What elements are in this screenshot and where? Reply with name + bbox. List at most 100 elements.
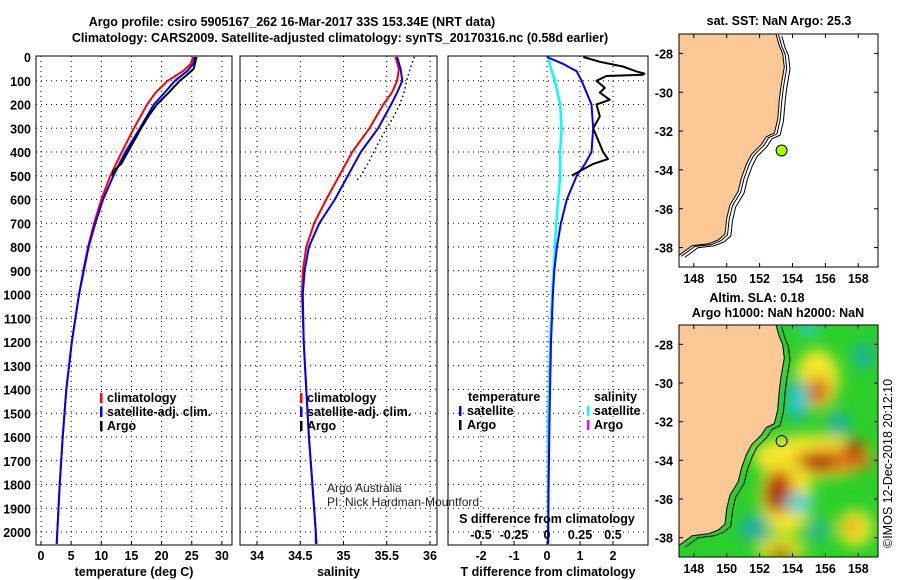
sla-anomaly-blob	[768, 547, 793, 557]
temperature-satellite-diff-line	[546, 56, 595, 544]
legend-swatch	[100, 407, 103, 417]
lat-tick-label: -36	[655, 203, 673, 217]
lon-tick-label: 148	[683, 562, 704, 576]
lon-tick-label: 156	[815, 562, 836, 576]
lat-tick-label: -32	[655, 125, 673, 139]
sla-anomaly-blob	[808, 376, 829, 405]
depth-tick-label: 500	[10, 170, 31, 184]
x-tick-label: -1	[508, 549, 519, 563]
legend-swatch	[300, 393, 303, 403]
land-australia	[679, 34, 785, 260]
map-content	[679, 34, 791, 260]
depth-tick-label: 1100	[4, 312, 31, 326]
depth-tick-label: 1800	[3, 479, 31, 493]
x-axis-label: T difference from climatology	[460, 565, 635, 579]
x-tick-label: 20	[155, 549, 169, 563]
lon-tick-label: 154	[782, 272, 803, 286]
x-tick-label: -2	[475, 549, 486, 563]
argo-temperature-line	[111, 56, 198, 176]
x-axis-label: temperature (deg C)	[75, 565, 194, 579]
x-tick-label: 35	[337, 549, 351, 563]
legend-swatch	[587, 420, 590, 430]
sla-anomaly-blob	[791, 388, 804, 413]
isobath-200m	[681, 34, 788, 257]
depth-tick-label: 1400	[3, 384, 31, 398]
lat-tick-label: -36	[655, 493, 673, 507]
lon-tick-label: 158	[848, 272, 869, 286]
title-line-2: Climatology: CARS2009. Satellite-adjuste…	[72, 31, 608, 45]
x-axis-label: salinity	[317, 565, 360, 579]
title-line-1: Argo profile: csiro 5905167_262 16-Mar-2…	[89, 15, 495, 29]
x-tick-label: 15	[124, 549, 138, 563]
depth-tick-label: 1000	[3, 289, 31, 303]
sla-anomaly-blob	[844, 519, 859, 534]
s-diff-tick-label: 0.25	[568, 528, 592, 542]
lon-tick-label: 148	[683, 272, 704, 286]
lat-tick-label: -28	[655, 338, 673, 352]
s-diff-axis-label: S difference from climatology	[459, 512, 635, 526]
sla-anomaly-blob	[738, 514, 771, 542]
legend-label: Argo	[467, 418, 497, 432]
difference-panel: -2 -1 0 1 2 T difference from climatology S di…	[447, 55, 649, 579]
x-tick-label: 10	[94, 549, 108, 563]
land-australia	[679, 325, 785, 550]
x-tick-label: 36	[423, 549, 437, 563]
lon-tick-label: 150	[716, 562, 737, 576]
x-tick-label: 5	[68, 549, 75, 563]
x-tick-label: 34	[250, 549, 264, 563]
depth-tick-label: 600	[10, 194, 31, 208]
sla-anomaly-blob	[805, 517, 830, 542]
argo-float-marker	[775, 435, 788, 447]
lat-tick-label: -34	[655, 164, 673, 178]
depth-tick-label: 700	[10, 217, 31, 231]
depth-tick-label: 1500	[3, 407, 31, 421]
depth-tick-label: 200	[10, 99, 31, 113]
legend-swatch	[459, 420, 462, 430]
x-tick-label: 34.5	[288, 549, 312, 563]
salinity-satellite-diff-line	[547, 56, 563, 544]
sla-anomaly-blob	[764, 479, 781, 512]
panel-frame	[239, 55, 438, 546]
panel-frame	[447, 55, 649, 546]
depth-tick-label: 2000	[3, 526, 31, 540]
lat-tick-label: -28	[655, 47, 673, 61]
salinity-panel: 34 34.5 35 35.5 36 salinity climatologysatelli…	[239, 55, 479, 579]
depth-tick-label: 1600	[3, 431, 31, 445]
depth-tick-label: 300	[10, 122, 31, 136]
s-diff-tick-label: -0.25	[500, 528, 529, 542]
legend-swatch	[100, 393, 103, 403]
temperature-panel: 0 5 10 15 20 25 30 temperature (deg C) 0 100 200 30…	[3, 51, 233, 579]
temperature-argo-diff-line	[571, 56, 646, 177]
legend-label: satellite-adj. clim.	[107, 405, 211, 419]
legend-label: climatology	[307, 391, 377, 405]
lat-tick-label: -34	[655, 454, 673, 468]
lon-tick-label: 150	[716, 272, 737, 286]
sla-anomaly-blob	[796, 325, 821, 333]
x-tick-label: 0	[38, 549, 45, 563]
legend-swatch	[100, 421, 103, 431]
sla-map: 148 150 152 154 156 158 -28 -30 -32 -34 -36 -38 Alti…	[655, 291, 879, 576]
sst-map-title: sat. SST: NaN Argo: 25.3	[707, 14, 852, 28]
depth-tick-label: 1700	[3, 455, 31, 469]
legend-label: Argo	[107, 419, 137, 433]
satellite-salinity-line	[301, 56, 404, 544]
sla-field	[738, 325, 874, 557]
s-diff-tick-label: 0	[544, 528, 551, 542]
argo-float-marker	[775, 144, 788, 157]
lat-tick-label: -30	[655, 86, 673, 100]
map-content	[679, 325, 878, 557]
map-frame	[678, 324, 879, 558]
s-diff-tick-label: 0.5	[604, 528, 621, 542]
isobath-1000m	[684, 35, 791, 258]
legend-title-temperature: temperature	[468, 390, 540, 404]
x-tick-label: 35.5	[375, 549, 399, 563]
sla-anomaly-blob	[785, 492, 814, 513]
s-diff-tick-label: -0.5	[470, 528, 492, 542]
org-credit: Argo Australia	[327, 481, 402, 495]
climatology-salinity-line	[301, 56, 400, 544]
depth-tick-label: 800	[10, 241, 31, 255]
sla-anomaly-blob	[844, 438, 865, 459]
legend-label: climatology	[107, 391, 177, 405]
lat-tick-label: -38	[655, 242, 673, 256]
